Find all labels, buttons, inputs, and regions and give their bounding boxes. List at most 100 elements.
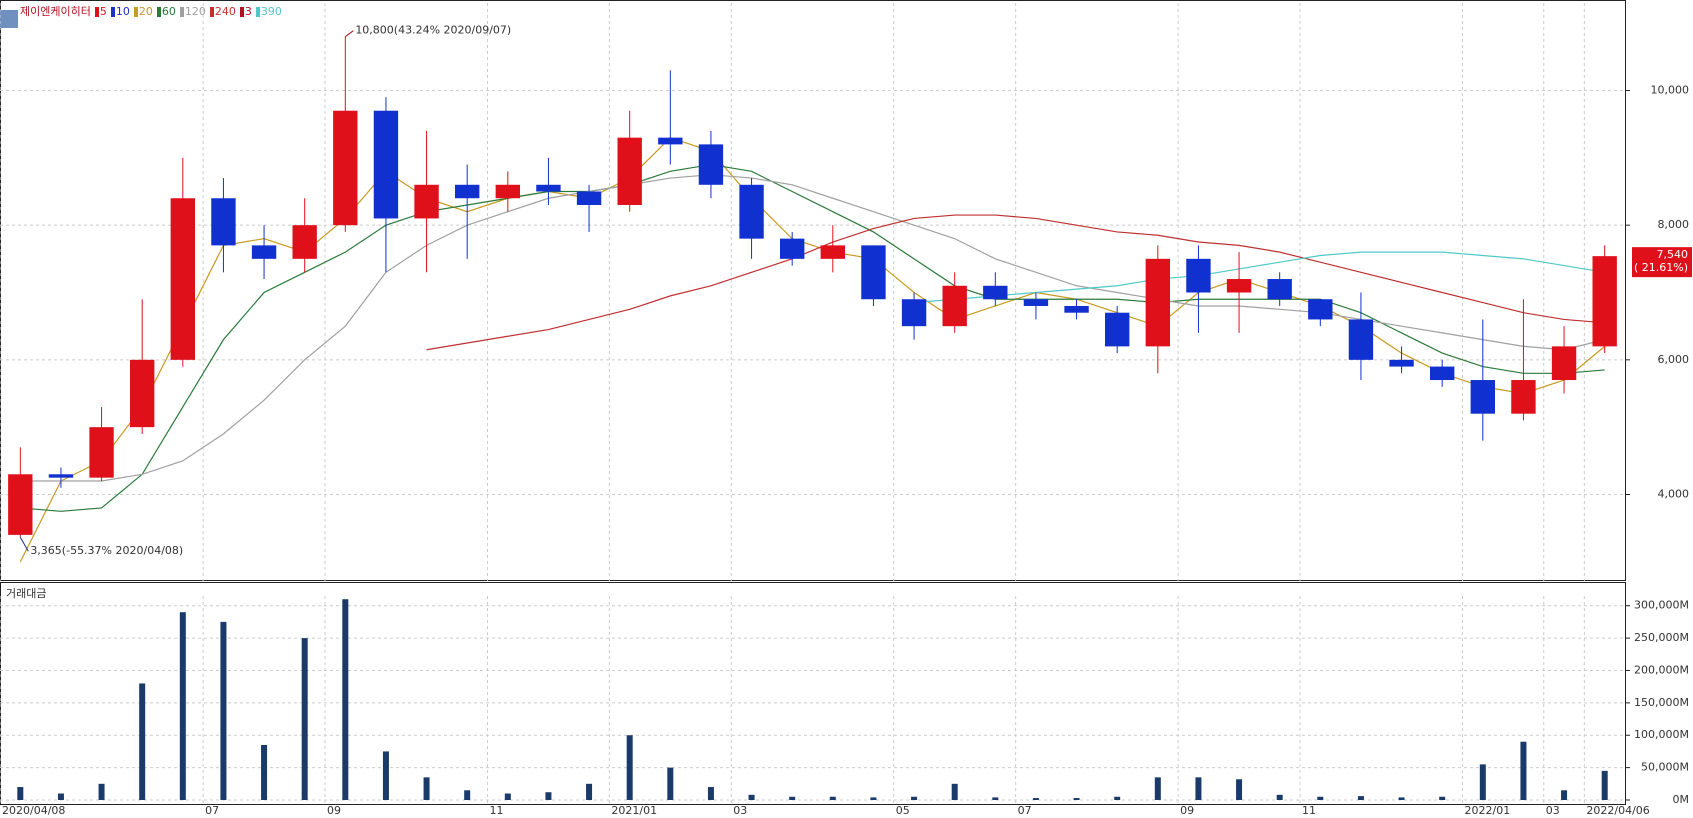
volume-bar <box>179 612 186 800</box>
y-tick-label: 4,000 <box>1658 487 1690 500</box>
candle-body <box>211 198 236 246</box>
candle-body <box>942 285 967 327</box>
candle-body <box>698 144 724 185</box>
menu-icon[interactable] <box>0 10 18 28</box>
candle-body <box>1308 299 1333 320</box>
volume-bar <box>17 787 24 800</box>
legend-entry: 5 <box>94 4 107 18</box>
legend-label: 120 <box>184 4 206 18</box>
legend-swatch <box>156 6 161 17</box>
legend-label: 5 <box>99 4 107 18</box>
volume-bar <box>261 744 268 800</box>
legend-entry: 60 <box>156 4 176 18</box>
candle-body <box>1023 299 1049 306</box>
y-tick-label: 300,000M <box>1634 599 1689 612</box>
volume-bar <box>220 621 227 800</box>
volume-bar <box>1236 779 1243 800</box>
candle-body <box>495 184 520 199</box>
legend-label: 10 <box>115 4 130 18</box>
x-tick-label: 2021/01 <box>611 804 657 817</box>
candle-body <box>89 427 114 478</box>
volume-bar <box>1195 777 1202 800</box>
legend-entry: 10 <box>110 4 130 18</box>
candle-body <box>292 225 317 259</box>
volume-bar <box>1398 797 1405 800</box>
annotation-pointer <box>345 30 354 38</box>
legend-label: 60 <box>161 4 176 18</box>
volume-title: 거래대금 <box>6 587 46 600</box>
volume-bar <box>911 796 918 800</box>
volume-bar <box>586 783 593 800</box>
ma-line <box>914 251 1605 304</box>
candle-body <box>1551 346 1577 381</box>
volume-bar <box>992 797 999 800</box>
volume-bar <box>1317 796 1324 800</box>
y-tick-label: 100,000M <box>1634 728 1689 741</box>
volume-bar <box>626 735 633 800</box>
candle-body <box>576 191 602 205</box>
candle-body <box>861 245 886 300</box>
legend-entry: 390 <box>255 4 282 18</box>
last-change-label: ( 21.61%) <box>1634 261 1688 274</box>
legend-entry: 20 <box>133 4 153 18</box>
y-tick-label: 6,000 <box>1658 353 1690 366</box>
x-tick-label: 05 <box>896 804 910 817</box>
volume-bar <box>1032 798 1039 800</box>
x-tick-label: 11 <box>490 804 504 817</box>
volume-bar <box>1479 764 1486 800</box>
legend-label: 240 <box>214 4 236 18</box>
y-tick-label: 250,000M <box>1634 631 1689 644</box>
candle-body <box>251 245 277 259</box>
volume-bar <box>382 751 389 800</box>
candle-body <box>1186 258 1211 293</box>
candle-body <box>1348 319 1374 360</box>
candle-body <box>170 198 195 360</box>
ma-line <box>426 214 1605 351</box>
candle-body <box>1226 279 1252 293</box>
y-tick-label: 150,000M <box>1634 696 1689 709</box>
volume-bar <box>342 599 349 800</box>
candle-body <box>780 238 805 259</box>
legend-swatch <box>110 6 115 17</box>
last-price-box <box>1632 247 1692 278</box>
x-tick-label: 03 <box>733 804 747 817</box>
volume-bar <box>57 793 64 800</box>
legend-label: 390 <box>260 4 282 18</box>
annotation: 3,365(-55.37% 2020/04/08) <box>30 544 183 557</box>
x-tick-label: 09 <box>1180 804 1194 817</box>
candle-body <box>1511 380 1536 414</box>
candle-body <box>333 110 358 226</box>
volume-bar <box>1114 796 1121 800</box>
x-tick-label: 07 <box>1018 804 1032 817</box>
legend-label: 3 <box>244 4 252 18</box>
annotation-pointer <box>19 536 29 552</box>
legend-label: 20 <box>138 4 153 18</box>
annotation: 10,800(43.24% 2020/09/07) <box>355 24 511 37</box>
volume-bar <box>1357 796 1364 800</box>
legend-entry: 3 <box>239 4 252 18</box>
volume-bar <box>423 777 430 800</box>
volume-bar <box>139 683 146 800</box>
volume-bar <box>464 790 471 800</box>
candle-body <box>536 184 561 192</box>
candle-body <box>1145 258 1170 347</box>
volume-bar <box>870 797 877 800</box>
candle-body <box>373 110 399 219</box>
volume-bar <box>707 787 714 800</box>
x-tick-label: 2022/01 <box>1465 804 1511 817</box>
volume-bar <box>667 767 674 800</box>
ma-line <box>20 163 1605 512</box>
x-tick-label: 2020/04/08 <box>2 804 65 817</box>
candle-body <box>739 184 764 239</box>
y-tick-label: 200,000M <box>1634 663 1689 676</box>
legend: 제이엔케이히터 5 10 20 60 120 240 3 390 <box>20 3 282 19</box>
y-tick-label: 50,000M <box>1641 761 1689 774</box>
volume-bar <box>789 796 796 800</box>
volume-bar <box>504 793 511 800</box>
volume-bar <box>1520 741 1527 800</box>
candle-body <box>414 184 439 219</box>
candle-body <box>901 299 927 327</box>
legend-swatch <box>255 6 260 17</box>
candle-body <box>8 474 33 535</box>
